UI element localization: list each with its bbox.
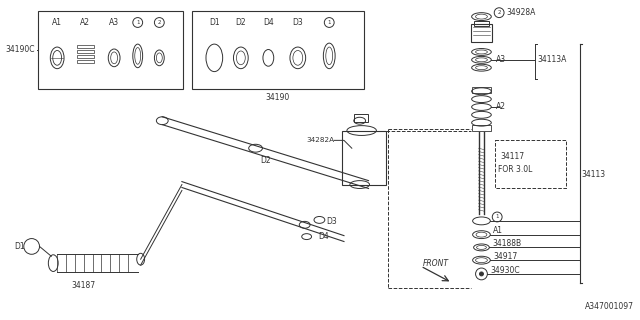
Text: 1: 1: [495, 214, 499, 220]
Text: 34917: 34917: [493, 252, 518, 261]
Bar: [495, 140, 566, 188]
Text: D3: D3: [326, 217, 337, 226]
Text: 34928A: 34928A: [506, 8, 536, 17]
Bar: [474, 20, 490, 27]
Text: D4: D4: [263, 18, 274, 27]
Text: FOR 3.0L: FOR 3.0L: [498, 165, 532, 174]
Text: D2: D2: [236, 18, 246, 27]
Bar: [192, 11, 364, 89]
Text: A2: A2: [496, 102, 506, 111]
Bar: [472, 125, 492, 131]
Text: A347001097: A347001097: [585, 302, 634, 311]
Text: 34190: 34190: [266, 93, 290, 102]
Text: 34930C: 34930C: [490, 266, 520, 275]
Text: 1: 1: [136, 20, 140, 25]
Bar: [77, 45, 93, 48]
Text: 2: 2: [497, 10, 501, 15]
Text: D3: D3: [292, 18, 303, 27]
Text: 34117: 34117: [500, 152, 524, 161]
Text: A3: A3: [496, 55, 506, 64]
Text: D4: D4: [319, 232, 329, 241]
Bar: [472, 87, 492, 93]
Bar: [38, 11, 183, 89]
Text: A1: A1: [52, 18, 62, 27]
Text: 1: 1: [328, 20, 331, 25]
Text: A1: A1: [493, 226, 503, 235]
Text: 2: 2: [157, 20, 161, 25]
Bar: [77, 60, 93, 63]
Circle shape: [479, 272, 483, 276]
Text: D1: D1: [14, 242, 25, 251]
Bar: [342, 131, 386, 185]
Text: FRONT: FRONT: [422, 259, 449, 268]
Text: D2: D2: [260, 156, 271, 164]
Text: 34190C: 34190C: [5, 45, 35, 54]
Text: 34188B: 34188B: [492, 239, 522, 248]
Text: 34187: 34187: [72, 281, 96, 290]
Bar: [77, 55, 93, 58]
Bar: [470, 24, 492, 42]
Bar: [77, 50, 93, 53]
Text: 34113: 34113: [582, 170, 606, 179]
Text: D1: D1: [209, 18, 220, 27]
Text: 34113A: 34113A: [538, 55, 567, 64]
Bar: [354, 114, 367, 122]
Text: 34282A: 34282A: [306, 137, 334, 143]
Text: A3: A3: [109, 18, 119, 27]
Text: A2: A2: [80, 18, 90, 27]
